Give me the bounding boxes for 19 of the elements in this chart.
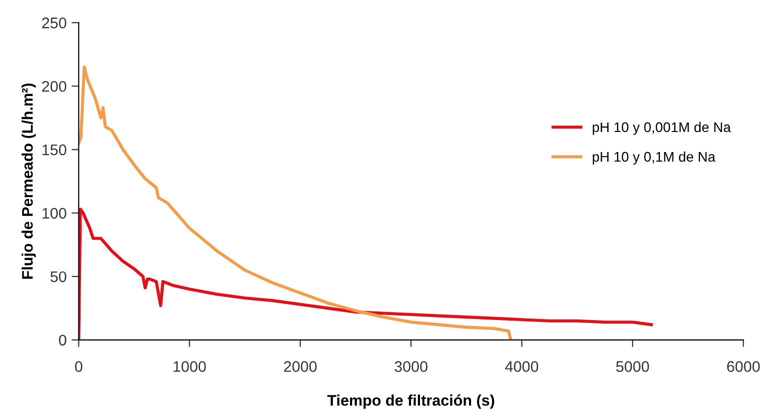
y-tick-label: 0 <box>58 334 66 346</box>
x-tick-label: 5000 <box>616 361 649 372</box>
legend-label: pH 10 y 0,1M de Na <box>592 152 716 164</box>
x-tick-label: 1000 <box>174 361 206 372</box>
x-axis-title: Tiempo de filtración (s) <box>327 394 494 409</box>
legend-label: pH 10 y 0,001M de Na <box>592 122 731 135</box>
x-tick-label: 3000 <box>394 361 428 372</box>
y-tick-label: 50 <box>50 271 66 282</box>
y-tick-label: 100 <box>42 208 66 219</box>
line-series <box>78 66 512 340</box>
x-tick-label: 4000 <box>505 361 538 372</box>
y-tick-label: 250 <box>42 18 66 28</box>
x-tick-label: 2000 <box>284 361 317 372</box>
y-tick-label: 150 <box>42 144 66 156</box>
x-tick-label: 0 <box>75 361 82 372</box>
y-axis-title: Flujo de Permeado (L/h.m²) <box>22 84 36 279</box>
x-tick-label: 6000 <box>727 361 760 372</box>
line-series <box>78 208 653 340</box>
y-tick-label: 200 <box>42 80 66 92</box>
